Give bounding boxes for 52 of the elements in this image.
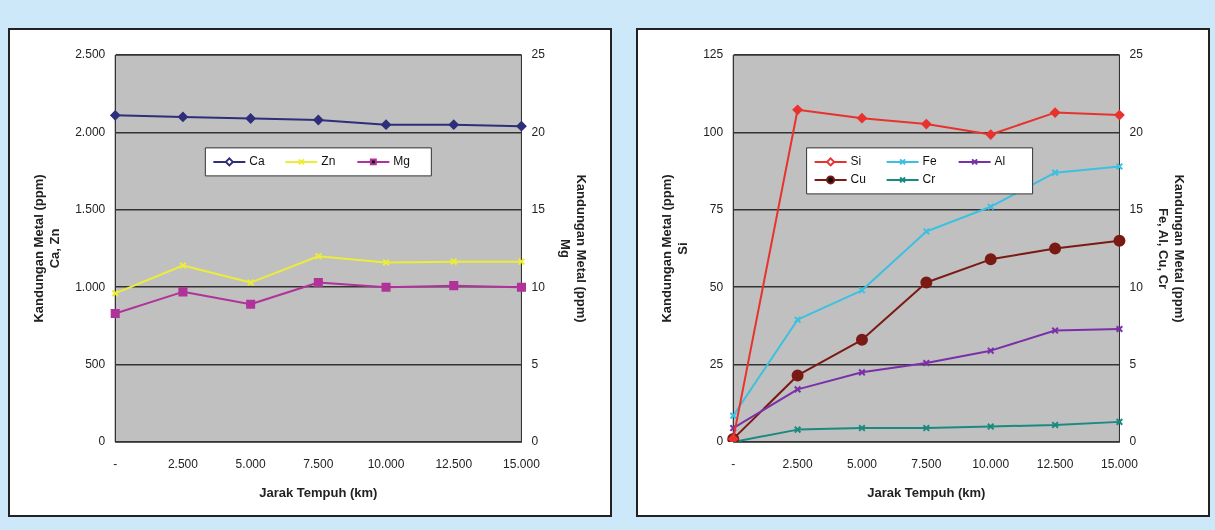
- legend-label: Cr: [922, 172, 936, 187]
- legend-label: Mg: [393, 154, 411, 169]
- x-tick-label: 15.000: [1101, 456, 1139, 471]
- y-tick-label: 125: [703, 47, 724, 62]
- y-tick-label: 500: [85, 356, 106, 371]
- y-axis-title: Kandungan Metal (ppm) Ca, Zn: [31, 174, 62, 323]
- y2-tick-label: 5: [1129, 356, 1137, 371]
- y-tick-label: 25: [709, 356, 724, 371]
- y-tick-label: 1.500: [75, 202, 106, 217]
- y2-tick-label: 5: [531, 356, 539, 371]
- y2-axis-title: Kandungan Metal (ppm) Mg: [558, 174, 589, 323]
- y-tick-label: 1.000: [75, 279, 106, 294]
- y2-tick-label: 20: [1129, 124, 1144, 139]
- x-tick-label: 12.500: [1036, 456, 1074, 471]
- x-tick-label: 15.000: [503, 456, 541, 471]
- legend-label: Si: [850, 154, 862, 169]
- x-tick-label: 7.500: [911, 456, 942, 471]
- x-tick-label: 2.500: [782, 456, 813, 471]
- y-tick-label: 2.000: [75, 124, 106, 139]
- y2-tick-label: 25: [531, 47, 546, 62]
- x-tick-label: -: [113, 456, 118, 471]
- x-tick-label: 5.000: [846, 456, 878, 471]
- y-tick-label: 75: [709, 202, 724, 217]
- y-tick-label: 0: [716, 434, 724, 449]
- y-tick-label: 100: [703, 124, 724, 139]
- y-tick-label: 0: [98, 434, 106, 449]
- x-tick-label: 10.000: [367, 456, 405, 471]
- legend-label: Fe: [922, 154, 937, 169]
- y-axis-title: Kandungan Metal (ppm) Si: [659, 174, 690, 323]
- legend-label: Cu: [850, 172, 866, 187]
- x-tick-label: 2.500: [167, 456, 199, 471]
- x-axis-title: Jarak Tempuh (km): [867, 484, 986, 500]
- y2-axis-title: Kandungan Metal (ppm) Fe, Al, Cu, Cr: [1156, 174, 1187, 323]
- x-tick-label: 10.000: [972, 456, 1010, 471]
- y2-tick-label: 0: [531, 434, 539, 449]
- x-tick-label: 5.000: [235, 456, 266, 471]
- x-axis-title: Jarak Tempuh (km): [259, 484, 378, 500]
- legend-label: Zn: [321, 154, 336, 169]
- y2-tick-label: 15: [1129, 202, 1144, 217]
- x-tick-label: -: [731, 456, 736, 471]
- legend-label: Al: [994, 154, 1006, 169]
- y2-tick-label: 10: [1129, 279, 1144, 294]
- x-tick-label: 12.500: [435, 456, 473, 471]
- y2-tick-label: 15: [531, 202, 546, 217]
- y2-tick-label: 0: [1129, 434, 1137, 449]
- y-tick-label: 50: [709, 279, 724, 294]
- y2-tick-label: 10: [531, 279, 546, 294]
- legend-label: Ca: [249, 154, 266, 169]
- y2-tick-label: 20: [531, 124, 546, 139]
- x-tick-label: 7.500: [303, 456, 334, 471]
- y-tick-label: 2.500: [75, 47, 106, 62]
- y2-tick-label: 25: [1129, 47, 1144, 62]
